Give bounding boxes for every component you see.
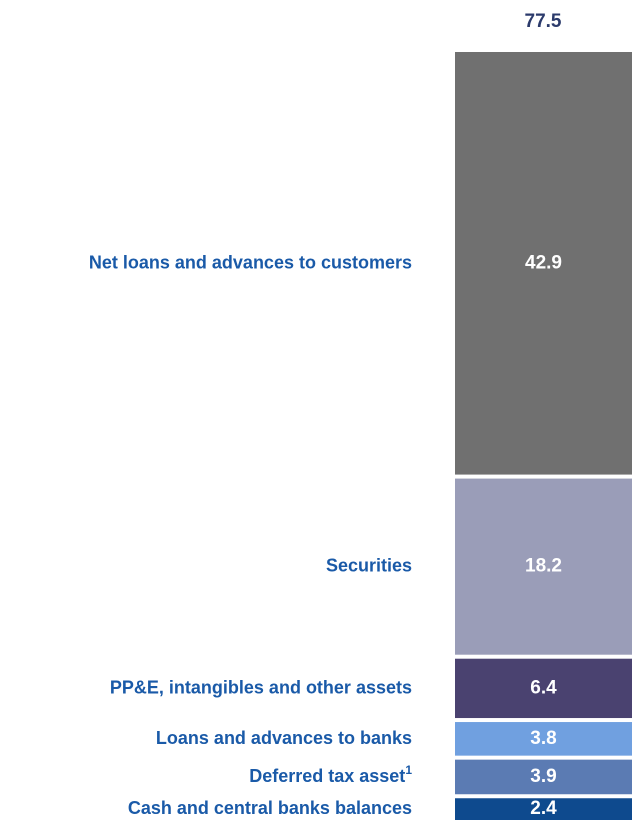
bar-segment [455,722,632,756]
label-text: Deferred tax asset [249,766,405,786]
bar-segment [455,658,632,719]
legend-label: Net loans and advances to customers [89,252,412,272]
legend-label: PP&E, intangibles and other assets [110,677,412,697]
label-text: Cash and central banks balances [128,798,412,818]
value-label: 3.9 [530,766,556,787]
footnote-marker: 1 [405,763,412,777]
legend-label: Loans and advances to banks [156,728,412,748]
label-text: Net loans and advances to customers [89,252,412,272]
bar-segment [455,759,632,795]
value-label: 42.9 [525,252,562,273]
label-text: Securities [326,555,412,575]
label-text: Loans and advances to banks [156,728,412,748]
value-label: 6.4 [530,677,557,698]
legend-label: Deferred tax asset1 [249,763,412,786]
legend-label: Cash and central banks balances [128,798,412,818]
bar-segment [455,798,632,820]
bar-segment [455,52,632,475]
value-label: 18.2 [525,556,562,577]
label-text: PP&E, intangibles and other assets [110,677,412,697]
bar-segment [455,478,632,655]
legend-label: Securities [326,555,412,575]
total-label: 77.5 [525,11,562,32]
value-label: 3.8 [530,728,556,749]
value-label: 2.4 [530,798,557,819]
